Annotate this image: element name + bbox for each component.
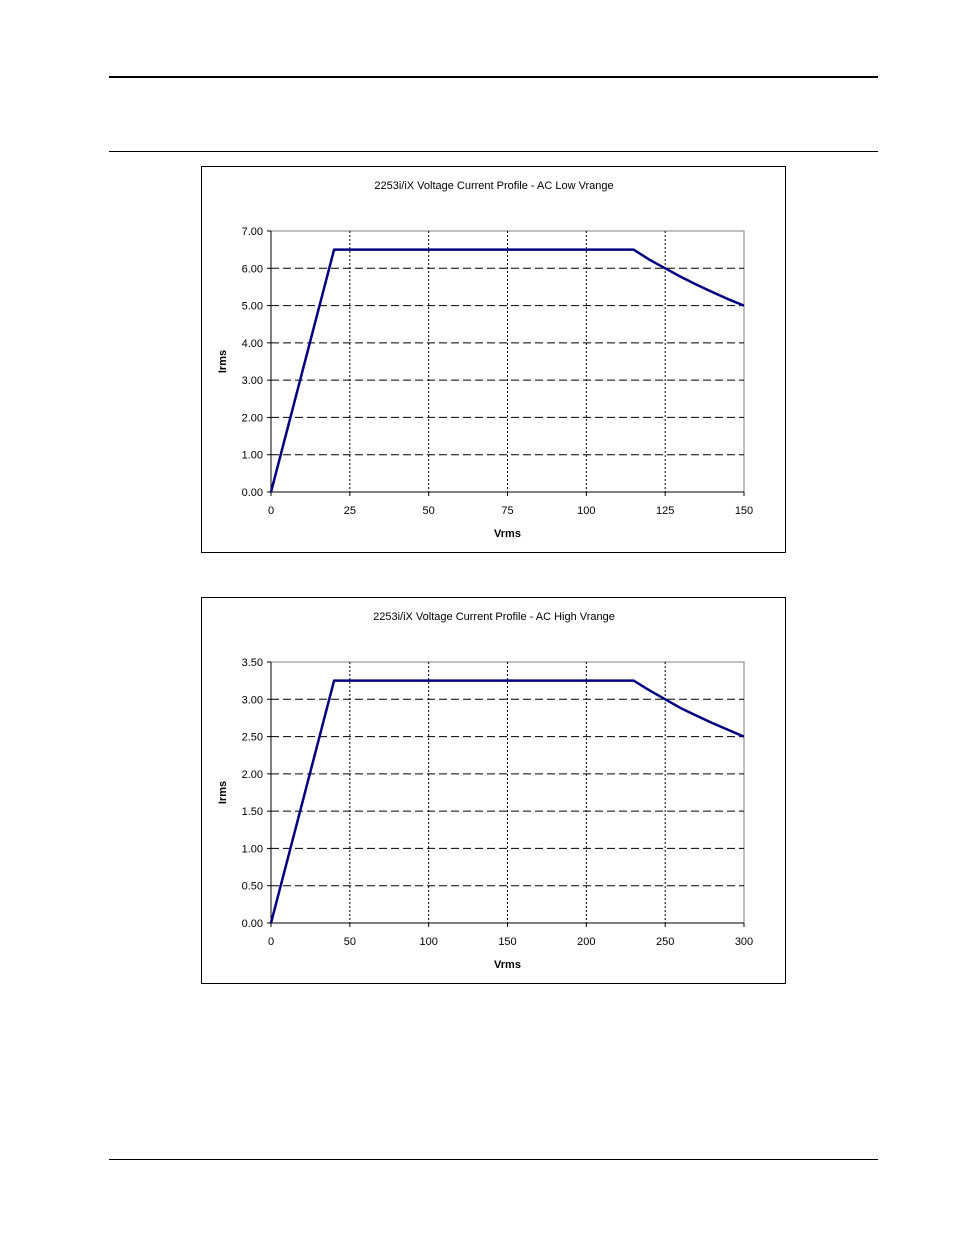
x-tick-label: 50 [344,936,356,948]
y-tick-label: 0.50 [242,881,263,893]
y-tick-label: 3.50 [242,657,263,669]
y-tick-label: 1.50 [242,806,263,818]
x-tick-label: 0 [268,505,274,517]
y-tick-label: 3.00 [242,375,263,387]
y-tick-label: 7.00 [242,226,263,238]
chart-title: 2253i/iX Voltage Current Profile - AC Lo… [374,180,613,192]
x-tick-label: 100 [419,936,437,948]
y-axis-title: Irms [217,350,229,373]
y-tick-label: 3.00 [242,694,263,706]
series-line [269,248,745,493]
y-tick-label: 6.00 [242,263,263,275]
y-tick-label: 1.00 [242,450,263,462]
chart-ac-low-vrange: 2253i/iX Voltage Current Profile - AC Lo… [201,166,786,553]
y-tick-label: 2.00 [242,412,263,424]
y-tick-label: 0.00 [242,487,263,499]
y-tick-label: 2.00 [242,769,263,781]
x-tick-label: 250 [656,936,674,948]
y-tick-label: 4.00 [242,338,263,350]
y-axis-title: Irms [217,781,229,804]
x-axis-title: Vrms [494,959,521,971]
series-line [269,679,745,924]
x-tick-label: 300 [735,936,753,948]
x-tick-label: 200 [577,936,595,948]
chart-svg: 2253i/iX Voltage Current Profile - AC Lo… [217,180,753,540]
x-tick-label: 75 [501,505,513,517]
x-tick-label: 50 [423,505,435,517]
x-tick-label: 125 [656,505,674,517]
y-tick-label: 0.00 [242,918,263,930]
x-tick-label: 100 [577,505,595,517]
footer-rule [109,1159,878,1160]
chart-svg: 2253i/iX Voltage Current Profile - AC Hi… [217,611,753,971]
chart-ac-high-vrange: 2253i/iX Voltage Current Profile - AC Hi… [201,597,786,984]
x-tick-label: 25 [344,505,356,517]
chart-title: 2253i/iX Voltage Current Profile - AC Hi… [373,611,615,623]
header-rule-bottom [109,151,878,152]
y-tick-label: 2.50 [242,732,263,744]
y-tick-label: 1.00 [242,843,263,855]
x-tick-label: 150 [735,505,753,517]
x-axis-title: Vrms [494,528,521,540]
y-tick-label: 5.00 [242,301,263,313]
x-tick-label: 150 [498,936,516,948]
header-rule-top [109,76,878,78]
x-tick-label: 0 [268,936,274,948]
